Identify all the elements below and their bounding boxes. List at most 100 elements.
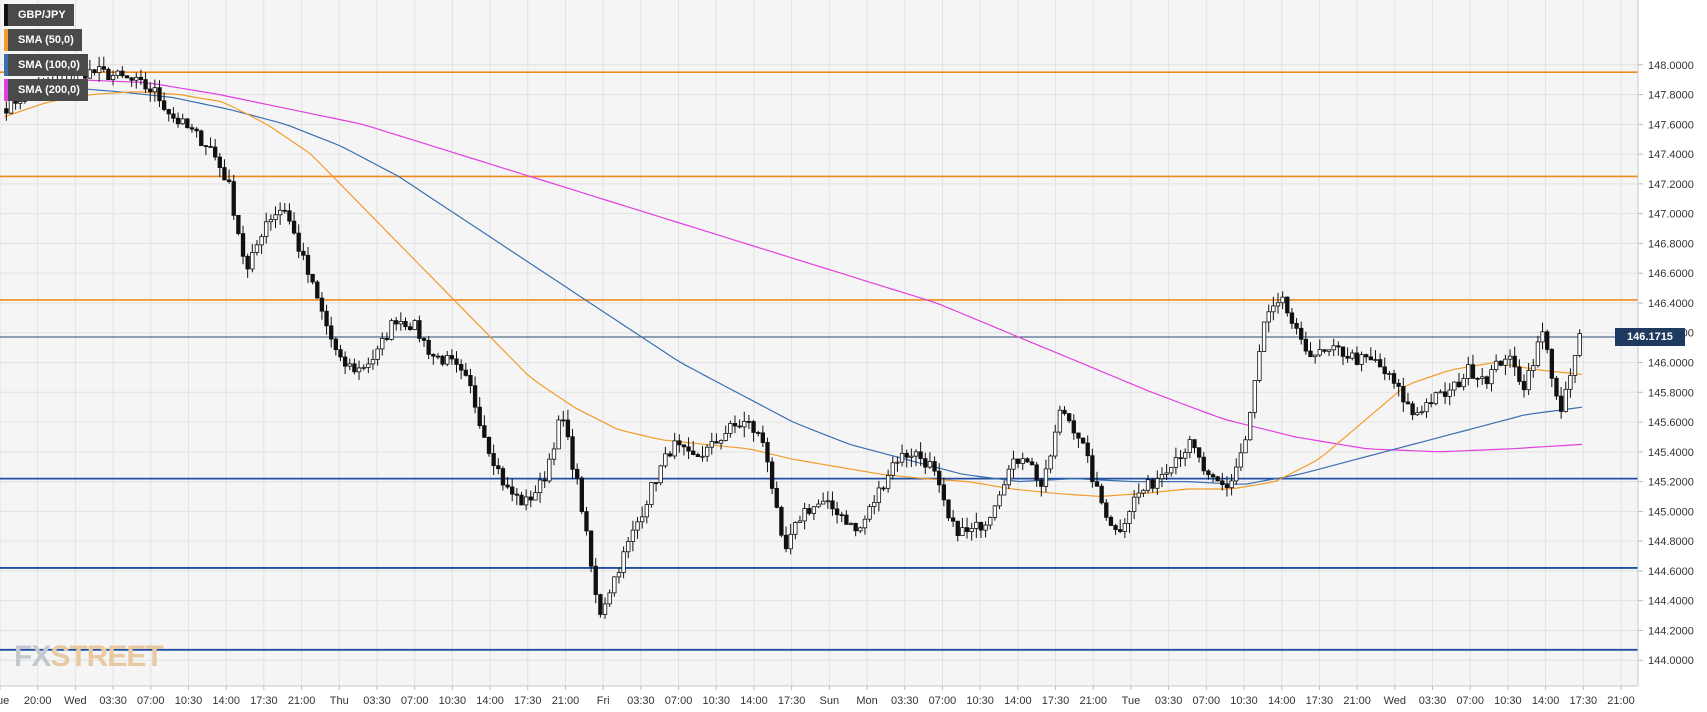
- candle-down: [352, 363, 357, 373]
- candle-down: [695, 454, 701, 457]
- candle-up: [268, 219, 274, 223]
- candle-down: [760, 432, 765, 443]
- x-tick-label: Sun: [820, 695, 840, 707]
- legend-label: SMA (50,0): [18, 34, 74, 46]
- candle-down: [449, 355, 455, 360]
- candle-down: [1554, 377, 1559, 397]
- x-tick-label: 10:30: [702, 695, 730, 707]
- candle-down: [454, 358, 459, 365]
- candle-down: [208, 146, 213, 148]
- candle-down: [161, 100, 167, 110]
- candle-down: [779, 506, 784, 536]
- candle-down: [124, 75, 130, 79]
- x-tick-label: Fri: [597, 695, 610, 707]
- candle-up: [1020, 458, 1025, 464]
- candle-up: [649, 482, 654, 505]
- x-tick-label: Mon: [856, 695, 877, 707]
- candle-up: [816, 503, 821, 508]
- candle-up: [742, 421, 747, 428]
- candle-down: [1475, 377, 1480, 380]
- candle-down: [681, 444, 687, 448]
- x-tick-label: Tue: [1122, 695, 1141, 707]
- candle-down: [756, 432, 761, 434]
- y-tick-label: 145.0000: [1648, 506, 1694, 518]
- candle-up: [1252, 380, 1257, 413]
- legend-sma-50[interactable]: SMA (50,0): [4, 29, 82, 51]
- candle-up: [788, 533, 793, 550]
- candle-up: [398, 321, 403, 325]
- candle-down: [1512, 355, 1517, 368]
- candle-up: [375, 348, 380, 360]
- sma-100-line: [3, 86, 1583, 485]
- candles: [4, 56, 1582, 619]
- candle-up: [250, 252, 255, 270]
- candle-down: [245, 255, 250, 270]
- candle-up: [254, 244, 260, 253]
- sma-200-swatch: [4, 79, 8, 101]
- x-tick-label: 10:30: [439, 695, 467, 707]
- candle-down: [514, 493, 520, 496]
- candle-up: [909, 455, 914, 458]
- candle-down: [1215, 476, 1220, 482]
- candle-up: [1572, 355, 1578, 376]
- fxstreet-logo: FXSTREET: [14, 640, 164, 674]
- candle-down: [472, 385, 478, 408]
- candle-down: [435, 355, 441, 358]
- sma-50-line: [3, 91, 1583, 498]
- candle-down: [101, 66, 106, 70]
- candle-up: [1173, 457, 1179, 468]
- candle-up: [412, 320, 417, 330]
- candle-up: [1257, 351, 1262, 381]
- candle-down: [1034, 464, 1039, 481]
- candle-down: [570, 436, 575, 470]
- candle-down: [579, 477, 584, 512]
- candle-down: [440, 355, 445, 365]
- candle-down: [106, 68, 111, 80]
- plot-area: [0, 0, 1638, 686]
- candle-up: [277, 209, 283, 216]
- candle-down: [937, 470, 942, 486]
- legend-sma-200[interactable]: SMA (200,0): [4, 79, 88, 101]
- candle-up: [1159, 473, 1165, 480]
- x-tick-label: 10:30: [966, 695, 994, 707]
- candle-up: [1489, 369, 1494, 385]
- y-tick-label: 145.8000: [1648, 387, 1694, 399]
- candle-down: [468, 375, 473, 387]
- candle-down: [1405, 401, 1411, 405]
- candle-up: [533, 492, 538, 501]
- candle-up: [1238, 452, 1244, 468]
- candle-down: [1470, 364, 1476, 379]
- candle-down: [1517, 366, 1522, 382]
- candle-down: [1206, 470, 1211, 476]
- candle-down: [291, 220, 297, 234]
- candle-down: [296, 232, 301, 252]
- candle-up: [890, 462, 895, 476]
- candle-up: [709, 441, 714, 448]
- candle-up: [700, 455, 705, 458]
- candle-up: [1466, 364, 1471, 379]
- candle-up: [445, 355, 450, 365]
- candle-down: [783, 534, 789, 550]
- candle-up: [616, 572, 622, 578]
- x-tick-label: 10:30: [1494, 695, 1522, 707]
- candle-up: [728, 423, 733, 434]
- y-tick-label: 147.8000: [1648, 90, 1694, 102]
- candle-up: [821, 500, 826, 505]
- x-tick-label: 14:00: [1004, 695, 1032, 707]
- candle-down: [458, 364, 464, 371]
- candle-down: [769, 461, 775, 489]
- legend-sma-100[interactable]: SMA (100,0): [4, 54, 88, 76]
- candle-down: [1192, 439, 1197, 449]
- candle-down: [1364, 354, 1369, 358]
- x-tick-label: 21:00: [1343, 695, 1371, 707]
- candle-up: [1447, 389, 1452, 397]
- candle-down: [189, 127, 195, 130]
- candle-up: [1247, 412, 1253, 441]
- candle-up: [87, 69, 93, 79]
- candle-up: [1141, 489, 1146, 494]
- candle-down: [394, 320, 399, 325]
- legend-instrument[interactable]: GBP/JPY: [4, 4, 74, 26]
- y-tick-label: 144.0000: [1648, 655, 1694, 667]
- candle-down: [1285, 296, 1290, 314]
